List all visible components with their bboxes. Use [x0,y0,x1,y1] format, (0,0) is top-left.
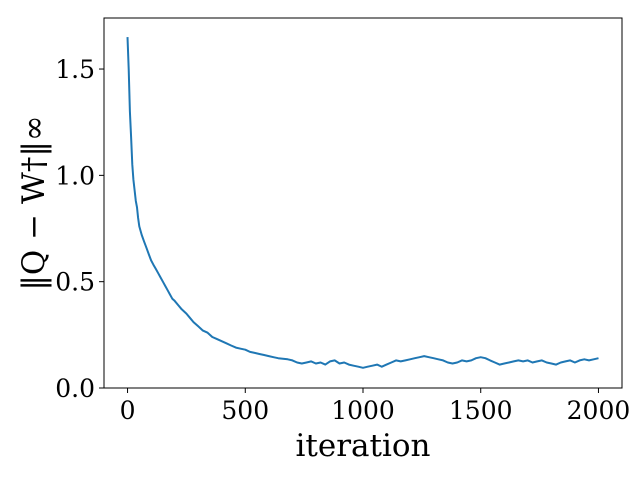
series-line-0 [126,37,599,369]
x-tick-label: 500 [221,396,269,425]
x-tick-label: 1500 [449,396,513,425]
plot-frame [103,17,623,389]
y-axis-label: ‖Q − W†‖∞ [16,115,52,290]
x-tick-label: 2000 [567,396,631,425]
y-tick-label: 0.5 [55,268,95,297]
y-tick-label: 0.0 [55,374,95,403]
x-tick-label: 1000 [331,396,395,425]
y-axis: 0.0 0.5 1.0 1.5 [55,55,104,403]
x-axis: 0 500 1000 1500 2000 [120,388,631,425]
plot-layer [126,37,599,369]
y-tick-label: 1.5 [55,55,95,84]
x-axis-label: iteration [295,428,430,464]
x-tick-label: 0 [120,396,136,425]
y-tick-label: 1.0 [55,161,95,190]
